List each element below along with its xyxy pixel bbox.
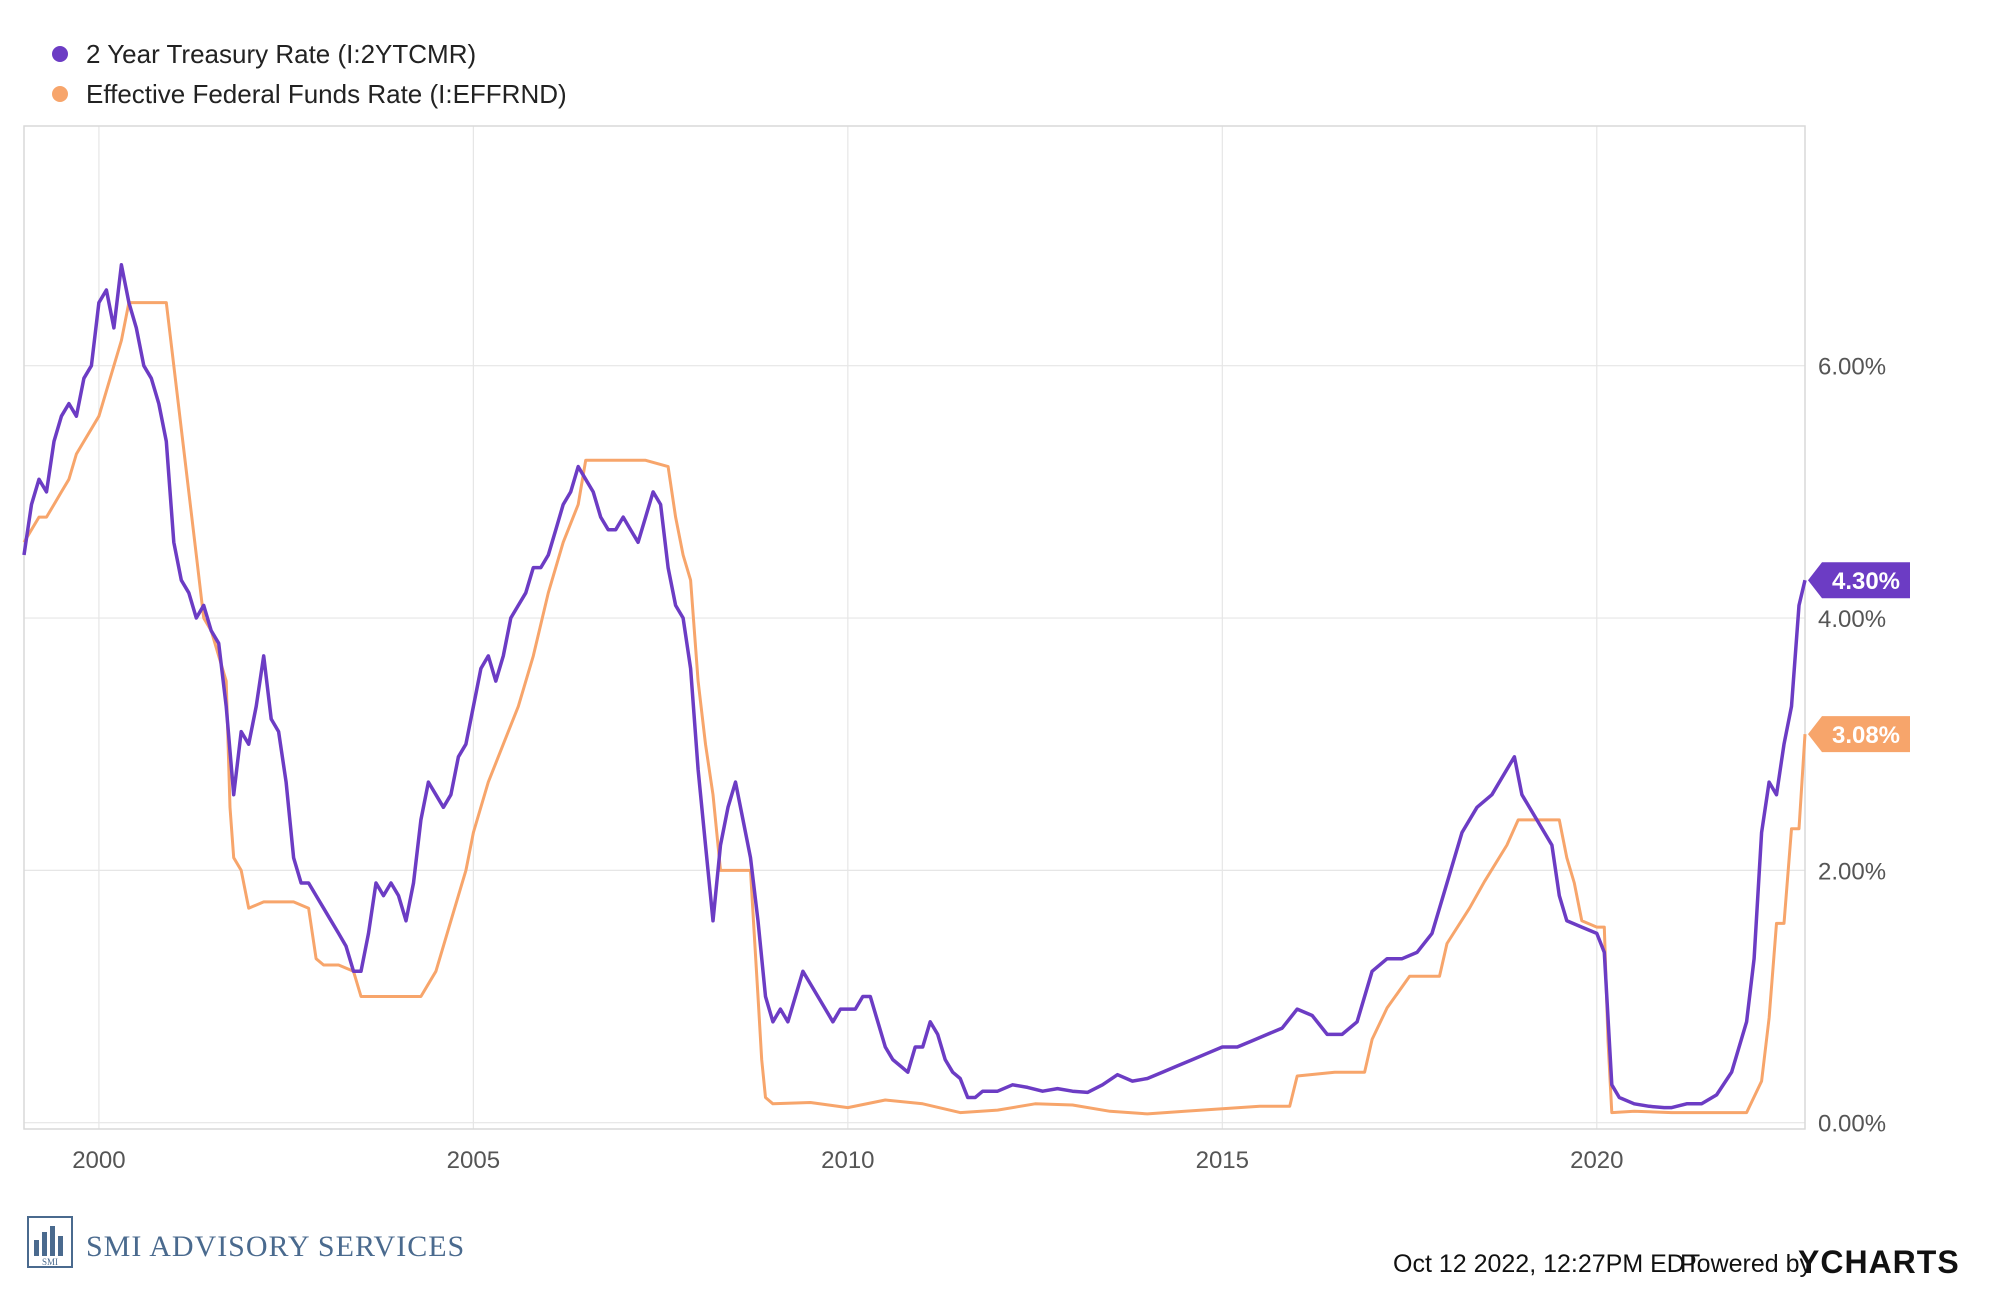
series-group [22, 263, 1807, 1116]
x-axis: 2000 2005 2010 2015 2020 [72, 1147, 1623, 1174]
legend-marker-treasury [52, 46, 68, 62]
footer: Oct 12 2022, 12:27PM EDT. Powered by YCH… [1393, 1244, 1960, 1280]
legend-label-fedfunds: Effective Federal Funds Rate (I:EFFRND) [86, 79, 567, 109]
smi-logo-bar-3 [50, 1226, 55, 1256]
badge-label-fedfunds: 3.08% [1832, 722, 1900, 749]
legend-item-fedfunds[interactable]: Effective Federal Funds Rate (I:EFFRND) [52, 79, 567, 109]
y-axis: 6.00% 4.00% 2.00% 0.00% [1818, 354, 1886, 1138]
last-value-badge-fedfunds: 3.08% [1808, 716, 1910, 753]
smi-logo-frame [27, 1216, 73, 1268]
smi-logo-text: SMI ADVISORY SERVICES [86, 1230, 465, 1263]
grid [24, 126, 1805, 1129]
smi-logo-bar-4 [58, 1236, 63, 1256]
smi-logo-sub: SMI [42, 1257, 58, 1267]
x-tick-label-2000: 2000 [72, 1147, 125, 1174]
ycharts-logo[interactable]: YCHARTS [1798, 1244, 1960, 1280]
x-tick-label-2015: 2015 [1196, 1147, 1249, 1174]
plot-area-frame [23, 125, 1806, 1130]
smi-logo-bar-1 [34, 1240, 39, 1256]
legend-marker-fedfunds [52, 86, 68, 102]
x-tick-label-2005: 2005 [447, 1147, 500, 1174]
series-line-fedfunds [22, 301, 1807, 1116]
y-tick-label-2: 2.00% [1818, 858, 1886, 885]
smi-logo-bar-2 [42, 1232, 47, 1256]
series-line-treasury [22, 263, 1807, 1110]
x-tick-label-2020: 2020 [1570, 1147, 1623, 1174]
last-value-badge-treasury: 4.30% [1808, 562, 1910, 599]
y-tick-label-0: 0.00% [1818, 1111, 1886, 1138]
y-tick-label-4: 4.00% [1818, 606, 1886, 633]
footer-timestamp: Oct 12 2022, 12:27PM EDT. [1393, 1250, 1704, 1278]
legend-item-treasury[interactable]: 2 Year Treasury Rate (I:2YTCMR) [52, 39, 476, 69]
badge-label-treasury: 4.30% [1832, 568, 1900, 595]
smi-logo: SMI SMI ADVISORY SERVICES [27, 1216, 465, 1268]
y-tick-label-6: 6.00% [1818, 354, 1886, 381]
legend-label-treasury: 2 Year Treasury Rate (I:2YTCMR) [86, 39, 476, 69]
badge-shape-treasury [1808, 562, 1910, 599]
badge-shape-fedfunds [1808, 716, 1910, 753]
legend: 2 Year Treasury Rate (I:2YTCMR) Effectiv… [52, 39, 567, 109]
footer-powered-by: Powered by [1680, 1250, 1813, 1278]
x-tick-label-2010: 2010 [821, 1147, 874, 1174]
